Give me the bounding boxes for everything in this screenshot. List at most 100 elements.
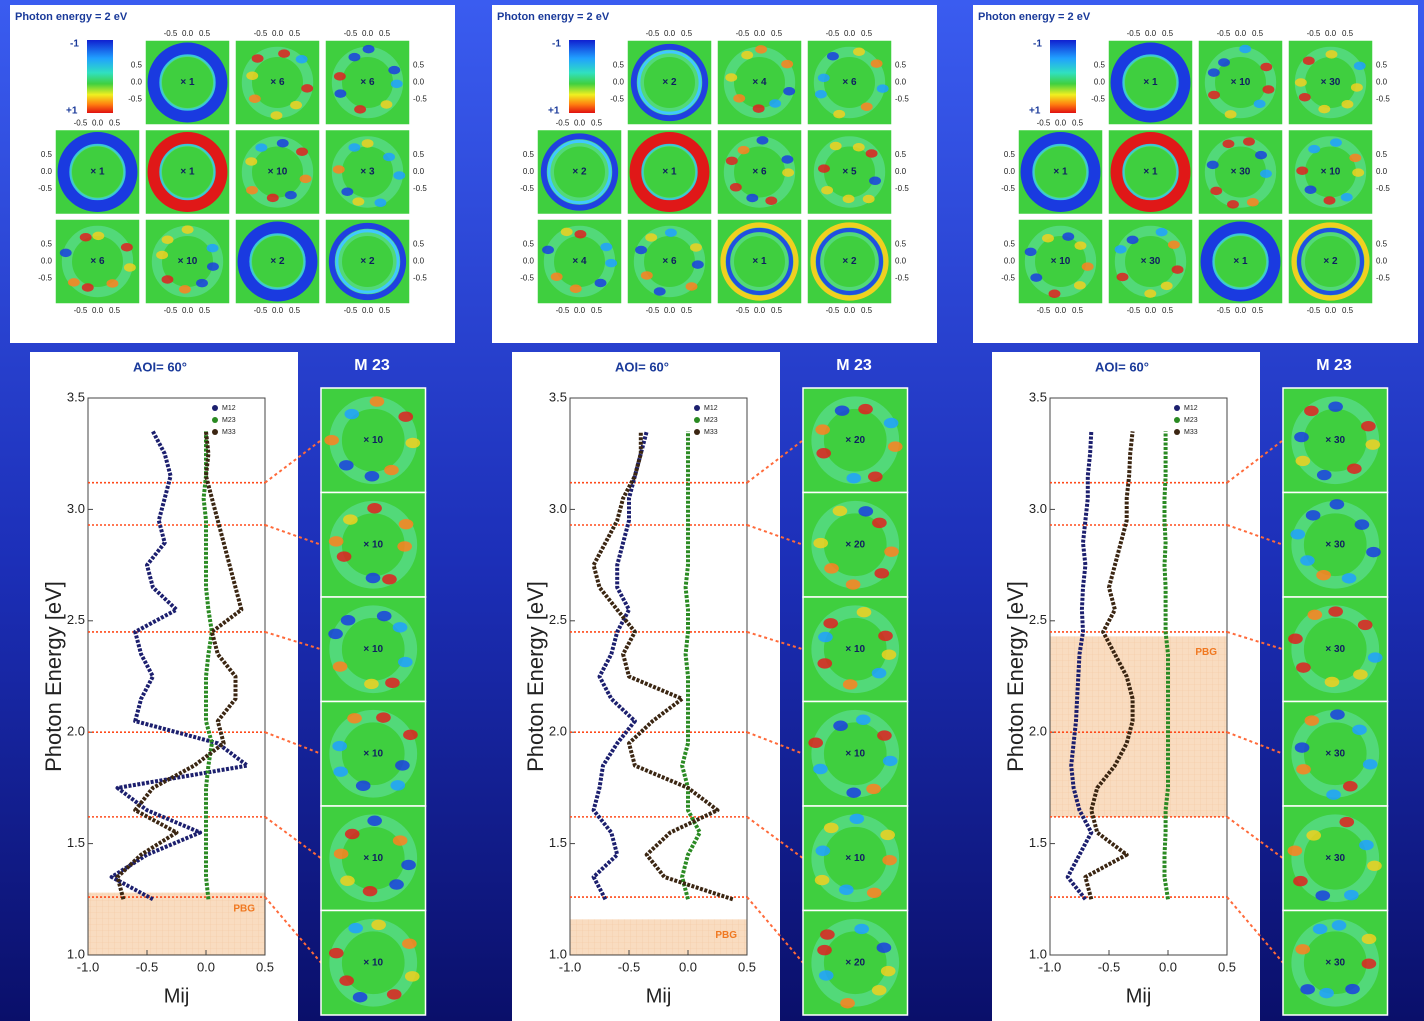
y-tick-label: 3.5 [67, 389, 85, 404]
map-spot [726, 157, 738, 166]
map-spot [1225, 110, 1237, 119]
legend-marker [212, 405, 218, 411]
map-spot [1254, 100, 1266, 109]
y-axis-label: Photon Energy [eV] [523, 581, 548, 772]
map-spot [367, 503, 382, 513]
map-tick-label: 0.5 [1376, 240, 1388, 249]
map-tick-label: 0.5 [199, 306, 211, 315]
chart-title: AOI= 60° [133, 359, 187, 374]
map-tick-label: 0.0 [664, 29, 676, 38]
map-spot [300, 175, 312, 184]
map-tick-label: -0.5 [1307, 29, 1321, 38]
x-tick-label: 0.0 [679, 959, 697, 974]
map-spot [1300, 984, 1315, 994]
map-spot [872, 985, 887, 995]
y-tick-label: 2.5 [549, 612, 567, 627]
map-tick-label: 0.0 [41, 257, 53, 266]
map-tick-label: 0.5 [413, 61, 425, 70]
map-tick-label: -0.5 [556, 306, 570, 315]
legend-label: M33 [1184, 429, 1198, 436]
map-column-title: M 23 [1316, 357, 1352, 374]
map-spot [397, 541, 412, 551]
map-tick-label: 0.0 [182, 29, 194, 38]
map-spot [561, 228, 573, 237]
map-spot [600, 243, 612, 252]
map-spot [382, 574, 397, 584]
map-spot [654, 287, 666, 296]
legend-marker [694, 417, 700, 423]
map-tick-label: 0.5 [41, 150, 53, 159]
map-spot [817, 658, 832, 668]
map-spot [156, 251, 168, 260]
legend-label: M12 [1184, 405, 1198, 412]
map-tick-label: 0.5 [1094, 61, 1106, 70]
map-spot [880, 830, 895, 840]
y-axis-label: Photon Energy [eV] [41, 581, 66, 772]
pbg-band [1050, 636, 1227, 816]
map-tick-label: 0.5 [289, 29, 301, 38]
map-spot [1330, 709, 1345, 719]
map-spot [334, 849, 349, 859]
map-spot [329, 948, 344, 958]
map-spot [817, 945, 832, 955]
map-spot [818, 632, 833, 642]
map-tick-label: -0.5 [1217, 306, 1231, 315]
map-spot [1049, 290, 1061, 299]
map-tick-label: 0.0 [1376, 257, 1388, 266]
map-multiplier: × 10 [845, 853, 865, 864]
map-spot [249, 94, 261, 103]
map-multiplier: × 1 [1233, 256, 1248, 267]
map-spot [333, 766, 348, 776]
map-spot [1168, 241, 1180, 250]
y-tick-label: 2.0 [67, 724, 85, 739]
map-tick-label: 0.0 [1094, 78, 1106, 87]
map-spot [363, 45, 375, 54]
map-spot [574, 230, 586, 239]
x-tick-label: -1.0 [559, 959, 581, 974]
map-multiplier: × 6 [270, 77, 285, 88]
map-spot [277, 139, 289, 148]
map-spot [245, 157, 257, 166]
y-tick-label: 3.0 [67, 501, 85, 516]
map-spot [853, 48, 865, 57]
map-spot [285, 191, 297, 200]
map-spot [641, 271, 653, 280]
map-spot [255, 143, 267, 152]
map-tick-label: 0.5 [379, 29, 391, 38]
map-spot [403, 730, 418, 740]
map-spot [1305, 715, 1320, 725]
map-spot [329, 536, 344, 546]
map-spot [1308, 145, 1320, 154]
map-tick-label: -0.5 [344, 29, 358, 38]
map-tick-label: -0.5 [1376, 274, 1390, 283]
map-tick-label: -0.5 [646, 29, 660, 38]
y-tick-label: 3.5 [1029, 389, 1047, 404]
map-spot [877, 730, 892, 740]
map-tick-label: 0.5 [1342, 29, 1354, 38]
map-spot [1296, 166, 1308, 175]
map-spot [337, 551, 352, 561]
map-spot [385, 678, 400, 688]
map-tick-label: -0.5 [1091, 95, 1105, 104]
map-tick-label: -0.5 [1307, 306, 1321, 315]
map-spot [390, 780, 405, 790]
colorbar [1050, 40, 1076, 113]
map-spot [884, 418, 899, 428]
chart-title: AOI= 60° [615, 359, 669, 374]
map-spot [1030, 273, 1042, 282]
map-tick-label: 0.0 [1145, 29, 1157, 38]
map-spot [1352, 168, 1364, 177]
map-spot [1117, 273, 1129, 282]
map-tick-label: -0.5 [1127, 306, 1141, 315]
map-tick-label: 0.5 [41, 240, 53, 249]
map-tick-label: 0.5 [895, 150, 907, 159]
map-spot [1295, 944, 1310, 954]
map-spot [347, 713, 362, 723]
map-spot [1288, 846, 1303, 856]
map-spot [1368, 652, 1383, 662]
map-spot [1308, 610, 1323, 620]
legend-label: M23 [1184, 417, 1198, 424]
map-tick-label: -0.5 [826, 306, 840, 315]
x-axis-label: Mij [646, 985, 672, 1007]
map-spot [324, 435, 339, 445]
